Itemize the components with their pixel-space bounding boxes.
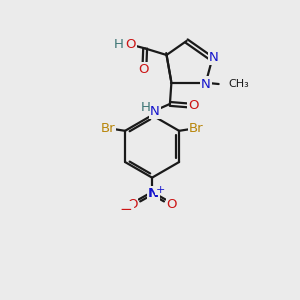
Text: H: H <box>140 101 150 114</box>
Text: O: O <box>188 99 199 112</box>
Text: Br: Br <box>189 122 204 135</box>
Text: N: N <box>209 51 218 64</box>
Text: H: H <box>114 38 124 51</box>
Text: +: + <box>156 184 165 194</box>
Text: N: N <box>150 105 160 118</box>
Text: O: O <box>125 38 136 51</box>
Text: O: O <box>167 198 177 211</box>
Text: O: O <box>127 198 137 211</box>
Text: N: N <box>148 187 159 200</box>
Text: Br: Br <box>100 122 115 135</box>
Text: O: O <box>139 63 149 76</box>
Text: N: N <box>201 77 211 91</box>
Text: −: − <box>120 202 133 217</box>
Text: CH₃: CH₃ <box>228 79 249 89</box>
